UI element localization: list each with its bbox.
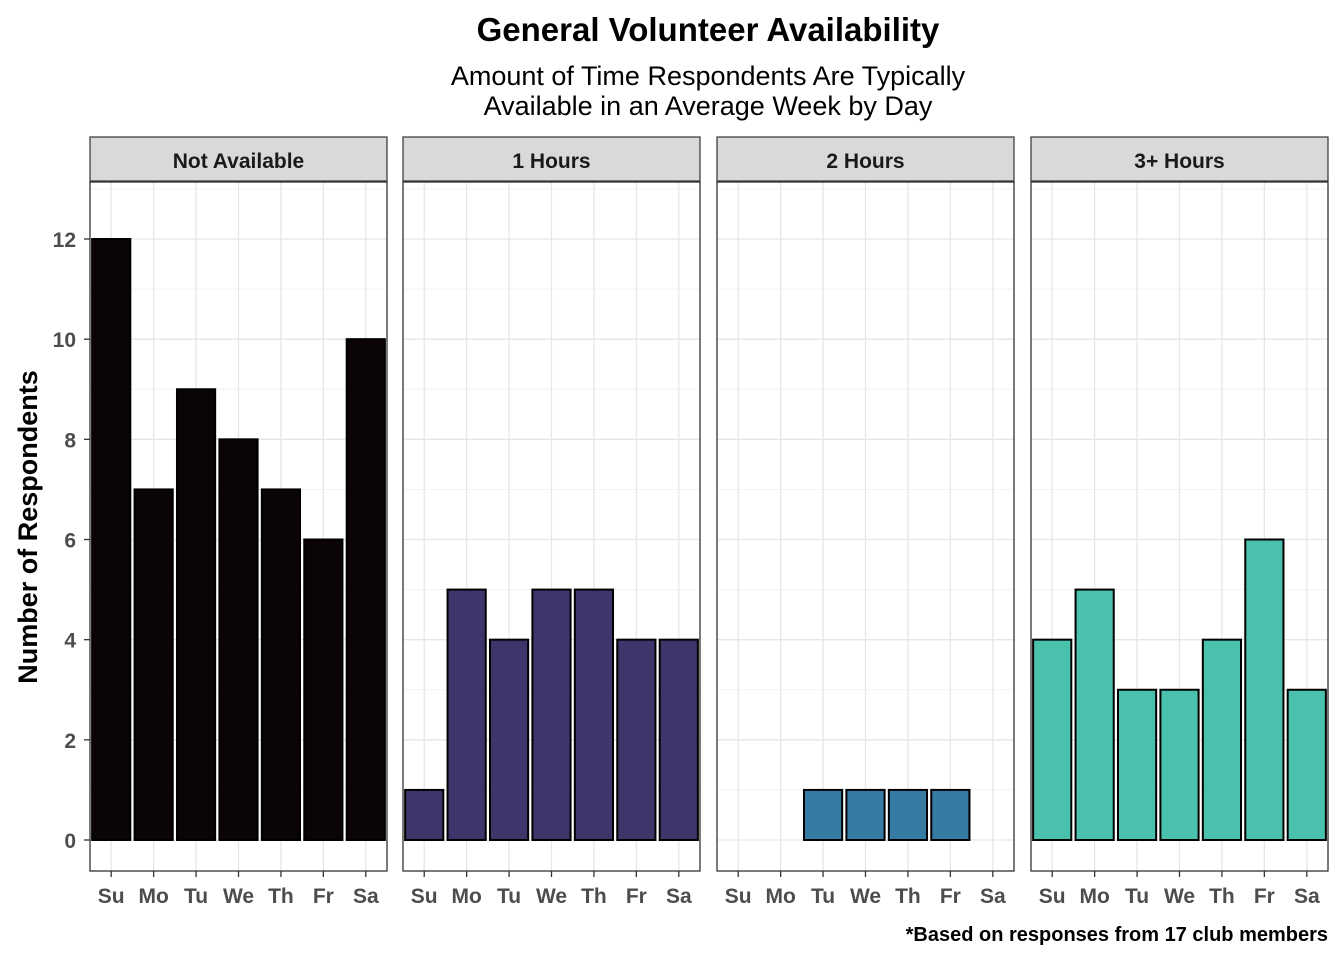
bar-th	[573, 588, 615, 841]
bar-fr	[1244, 538, 1285, 841]
bar-mo	[1074, 588, 1115, 841]
x-tick-label: Th	[1209, 885, 1235, 908]
bar-mo	[133, 488, 174, 841]
x-tick-label: Su	[1039, 885, 1066, 908]
bar-we	[1159, 688, 1200, 841]
bar-th	[1201, 638, 1243, 842]
facet-panel-0: Not Available Su Mo Tu We Th Fr Sa	[89, 136, 388, 908]
x-tick-label: Su	[411, 885, 438, 908]
x-tick-label: Sa	[980, 885, 1006, 908]
x-tick-label: Fr	[1254, 885, 1275, 908]
bar-sa	[345, 338, 386, 841]
x-tick-label: Fr	[940, 885, 961, 908]
y-tick-label: 0	[64, 830, 76, 853]
x-tick-label: We	[536, 885, 567, 908]
y-tick-label: 10	[53, 329, 76, 352]
bar-fr	[616, 638, 657, 842]
bar-tu	[802, 788, 844, 842]
bar-we	[218, 438, 259, 841]
x-tick-label: We	[850, 885, 881, 908]
x-tick-label: Fr	[626, 885, 647, 908]
x-tick-label: Sa	[666, 885, 692, 908]
bar-sa	[658, 638, 699, 842]
chart-title: General Volunteer Availability	[477, 11, 940, 48]
y-tick-label: 2	[64, 730, 76, 753]
x-tick-label: Sa	[353, 885, 379, 908]
bar-th	[887, 788, 929, 842]
bar-su	[404, 788, 445, 842]
facet-strip-label: 2 Hours	[826, 150, 904, 173]
bar-th	[260, 488, 302, 841]
facet-panel-2: 2 Hours Su Mo Tu We Th Fr Sa	[716, 136, 1015, 908]
bar-we	[845, 788, 886, 842]
facet-strip-label: 1 Hours	[512, 150, 590, 173]
bar-sa	[1286, 688, 1327, 841]
facet-strip	[402, 136, 701, 182]
bar-tu	[175, 388, 217, 841]
x-tick-label: Th	[895, 885, 921, 908]
y-tick-label: 6	[64, 530, 76, 553]
x-tick-label: Fr	[313, 885, 334, 908]
bar-tu	[488, 638, 530, 842]
facet-strip-label: 3+ Hours	[1134, 150, 1224, 173]
x-tick-label: Th	[581, 885, 607, 908]
y-tick-label: 12	[53, 229, 76, 252]
bar-we	[531, 588, 572, 841]
bar-fr	[930, 788, 971, 842]
chart-subtitle-line-1: Amount of Time Respondents Are Typically	[451, 61, 966, 91]
x-tick-label: Mo	[1079, 885, 1109, 908]
bar-su	[91, 238, 132, 841]
facet-strip	[89, 136, 388, 182]
facet-panels: Not Available Su Mo Tu We Th Fr Sa 1 Hours Su Mo Tu…	[53, 136, 1329, 908]
chart-caption: *Based on responses from 17 club members	[906, 924, 1328, 946]
bar-su	[1032, 638, 1073, 842]
bar-fr	[303, 538, 344, 841]
facet-panel-1: 1 Hours Su Mo Tu We Th Fr Sa	[402, 136, 701, 908]
bar-tu	[1116, 688, 1158, 841]
y-axis-label: Number of Respondents	[13, 370, 43, 684]
x-tick-label: Mo	[451, 885, 481, 908]
x-tick-label: Tu	[497, 885, 521, 908]
chart-subtitle-line-2: Available in an Average Week by Day	[484, 91, 933, 121]
x-tick-label: We	[223, 885, 254, 908]
x-tick-label: Th	[268, 885, 294, 908]
x-tick-label: Tu	[1125, 885, 1149, 908]
facet-strip-label: Not Available	[173, 150, 304, 173]
bar-mo	[446, 588, 487, 841]
facet-panel-3: 3+ Hours Su Mo Tu We Th Fr Sa	[1030, 136, 1329, 908]
y-tick-label: 8	[64, 429, 76, 452]
x-tick-label: Tu	[811, 885, 835, 908]
x-tick-label: Su	[98, 885, 125, 908]
y-tick-label: 4	[64, 630, 76, 653]
x-tick-label: Mo	[765, 885, 795, 908]
facet-strip	[716, 136, 1015, 182]
facet-strip	[1030, 136, 1329, 182]
x-tick-label: We	[1164, 885, 1195, 908]
x-tick-label: Su	[725, 885, 752, 908]
x-tick-label: Mo	[138, 885, 168, 908]
x-tick-label: Sa	[1294, 885, 1320, 908]
x-tick-label: Tu	[184, 885, 208, 908]
